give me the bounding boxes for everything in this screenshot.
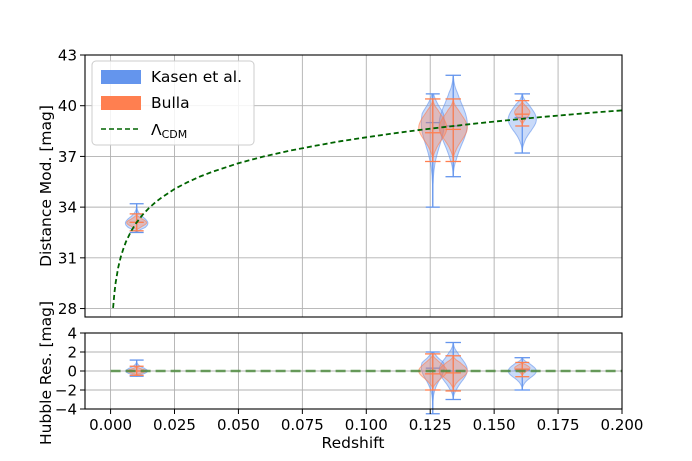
top-ylabel: Distance Mod. [mag]: [37, 105, 55, 267]
legend-label-lcdm-sub: CDM: [162, 128, 188, 141]
bottom-ytick-label-1: −2: [55, 382, 77, 400]
x-tick-label-1: 0.025: [153, 416, 196, 434]
legend-swatch-bulla: [101, 96, 141, 110]
top-ytick-label-1: 31: [58, 249, 77, 267]
x-tick-label-3: 0.075: [281, 416, 324, 434]
x-tick-label-6: 0.150: [473, 416, 516, 434]
bottom-ytick-label-3: 2: [67, 344, 77, 362]
top-yticks: 28 31 34 37 40 43: [58, 47, 85, 318]
bottom-ytick-label-2: 0: [67, 363, 77, 381]
legend-swatch-kasen: [101, 70, 141, 84]
top-ytick-label-4: 40: [58, 97, 77, 115]
top-ytick-label-0: 28: [58, 300, 77, 318]
x-axis-label: Redshift: [322, 434, 385, 452]
x-tick-label-0: 0.000: [89, 416, 132, 434]
top-frame: [84, 54, 623, 318]
legend-label-kasen: Kasen et al.: [151, 68, 242, 86]
top-panel: 28 31 34 37 40 43 Distance Mod. [mag]: [37, 47, 623, 318]
top-ytick-label-2: 34: [58, 199, 77, 217]
x-tick-label-4: 0.100: [345, 416, 388, 434]
x-tick-label-7: 0.175: [537, 416, 580, 434]
bottom-xticks: 0.000 0.025 0.050 0.075 0.100 0.125 0.150 0.175…: [89, 409, 643, 434]
top-lcdm-line: [112, 109, 623, 308]
x-tick-label-8: 0.200: [601, 416, 644, 434]
legend-label-lcdm: ΛCDM: [151, 121, 187, 141]
legend: Kasen et al. Bulla ΛCDM: [91, 60, 255, 146]
top-line: [112, 109, 623, 308]
x-tick-label-5: 0.125: [409, 416, 452, 434]
bottom-ytick-label-4: 4: [67, 325, 77, 343]
top-ytick-label-5: 43: [58, 47, 77, 65]
bottom-violins: [125, 341, 537, 415]
legend-label-bulla: Bulla: [151, 94, 190, 112]
bottom-ytick-label-0: −4: [55, 401, 77, 419]
x-tick-label-2: 0.050: [217, 416, 260, 434]
top-ytick-label-3: 37: [58, 148, 77, 166]
bottom-ylabel: Hubble Res. [mag]: [37, 301, 55, 445]
legend-label-lcdm-main: Λ: [151, 121, 162, 139]
